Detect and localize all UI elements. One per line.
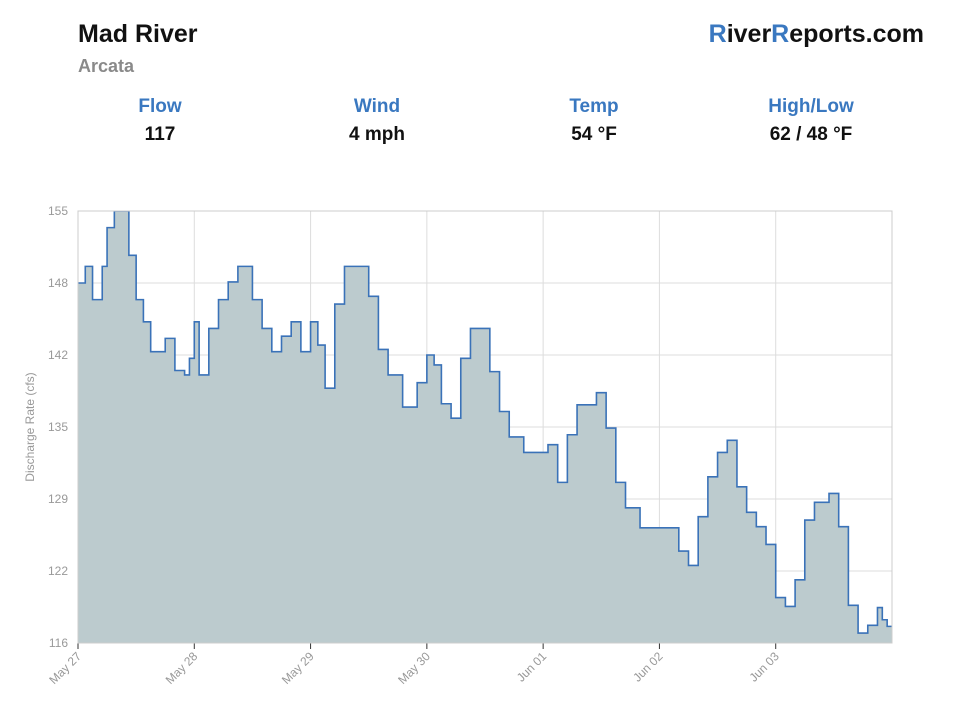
stat-label: Flow <box>138 96 182 117</box>
stat: High/Low 62 / 48 °F <box>721 96 901 146</box>
stat: Wind 4 mph <box>287 96 467 146</box>
town-name: Arcata <box>78 56 135 76</box>
x-tick-label: Jun 02 <box>630 649 666 685</box>
logo-part: eports.com <box>789 20 924 48</box>
logo-part: iver <box>726 20 772 48</box>
y-tick-label: 116 <box>49 636 68 650</box>
stat-label: High/Low <box>768 96 854 117</box>
y-axis-label: Discharge Rate (cfs) <box>23 372 37 481</box>
y-tick-label: 148 <box>48 276 68 290</box>
stat-label: Temp <box>569 96 619 117</box>
area <box>78 211 892 643</box>
x-tick-label: May 27 <box>46 649 84 687</box>
y-tick-label: 129 <box>48 492 68 506</box>
y-tick-label: 142 <box>48 348 68 362</box>
logo-part: R <box>771 20 790 48</box>
y-tick-label: 135 <box>48 420 68 434</box>
stat-value: 117 <box>144 124 176 145</box>
x-tick-label: May 28 <box>163 649 201 687</box>
plot-border <box>77 210 893 644</box>
stat: Temp 54 °F <box>504 96 684 146</box>
logo[interactable]: RiverReports.com <box>709 20 924 49</box>
y-tick-label: 122 <box>48 564 68 578</box>
stat-value: 54 °F <box>571 124 617 145</box>
stat-label: Wind <box>353 96 401 117</box>
x-tick-label: Jun 03 <box>746 649 782 685</box>
stat-value: 4 mph <box>349 124 405 145</box>
river-name: Mad River <box>78 20 198 48</box>
stat-value: 62 / 48 °F <box>769 124 853 145</box>
logo-part: R <box>708 20 727 48</box>
y-tick-label: 155 <box>48 204 68 218</box>
stat: Flow 117 <box>70 96 250 146</box>
x-tick-label: May 29 <box>279 649 317 687</box>
x-tick-label: May 30 <box>395 649 433 687</box>
x-tick-label: Jun 01 <box>514 649 550 685</box>
step-line <box>78 211 892 634</box>
